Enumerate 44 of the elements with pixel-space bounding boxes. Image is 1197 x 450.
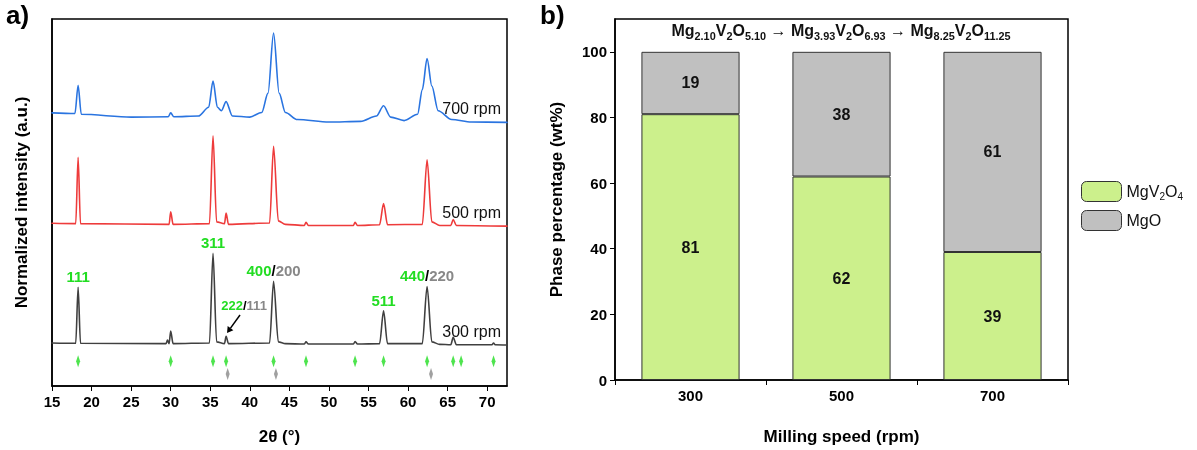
x-tick-label: 25 <box>122 393 140 410</box>
y-tick-label: 20 <box>590 305 607 323</box>
y-axis-title: Phase percentage (wt%) <box>547 101 566 298</box>
x-tick-label: 70 <box>478 393 496 410</box>
x-tick-label: 50 <box>320 393 338 410</box>
y-tick-label: 100 <box>581 43 607 61</box>
series-label: 300 rpm <box>442 322 501 340</box>
text: b) <box>540 0 565 30</box>
y-tick-label: 40 <box>590 240 607 258</box>
x-tick-label: 700 <box>979 387 1006 404</box>
x-tick-label: 60 <box>399 393 417 410</box>
series-label: 500 rpm <box>442 203 501 221</box>
x-tick-label: 40 <box>241 393 259 410</box>
data-label: 19 <box>681 74 700 92</box>
y-tick-label: 80 <box>590 108 607 126</box>
annotation: 440/220 <box>399 267 455 285</box>
data-label: 81 <box>681 238 700 256</box>
x-tick-label: 500 <box>828 387 855 404</box>
y-axis-title: Normalized intensity (a.u.) <box>12 96 31 309</box>
y-tick-label: 60 <box>590 174 607 192</box>
series-label: 700 rpm <box>442 99 501 117</box>
annotation: 511 <box>371 291 396 309</box>
x-tick-label: 20 <box>83 393 100 410</box>
x-tick-label: 65 <box>439 393 456 410</box>
data-label: 61 <box>983 143 1002 161</box>
annotation: 311 <box>200 234 226 252</box>
y-tick-label: 0 <box>598 371 607 389</box>
annotation: 111 <box>66 268 90 286</box>
x-axis-title: 2θ (°) <box>258 427 301 446</box>
annotation: 400/200 <box>246 262 301 280</box>
data-label: 38 <box>832 105 851 123</box>
x-tick-label: 55 <box>360 393 377 410</box>
x-tick-label: 15 <box>43 393 61 410</box>
legend-label: MgO <box>1126 212 1162 229</box>
data-label: 39 <box>983 307 1002 325</box>
x-tick-label: 35 <box>201 393 219 410</box>
x-tick-label: 30 <box>162 393 180 410</box>
data-label: 62 <box>832 269 851 287</box>
x-axis-title: Milling speed (rpm) <box>763 427 920 446</box>
chart-title: Mg$_{2.10}$V$_{2}$O$_{5.10}$ → Mg$_{3.93}$V$_{2}$O$_{6.93}$ → Mg$_{8.25}$V$_{2}$O$_{11.25}$ <box>671 22 1011 43</box>
x-tick-label: 300 <box>677 387 704 404</box>
text: a) <box>6 0 30 30</box>
annotation: 222/111 <box>221 298 267 314</box>
x-tick-label: 45 <box>281 393 298 410</box>
